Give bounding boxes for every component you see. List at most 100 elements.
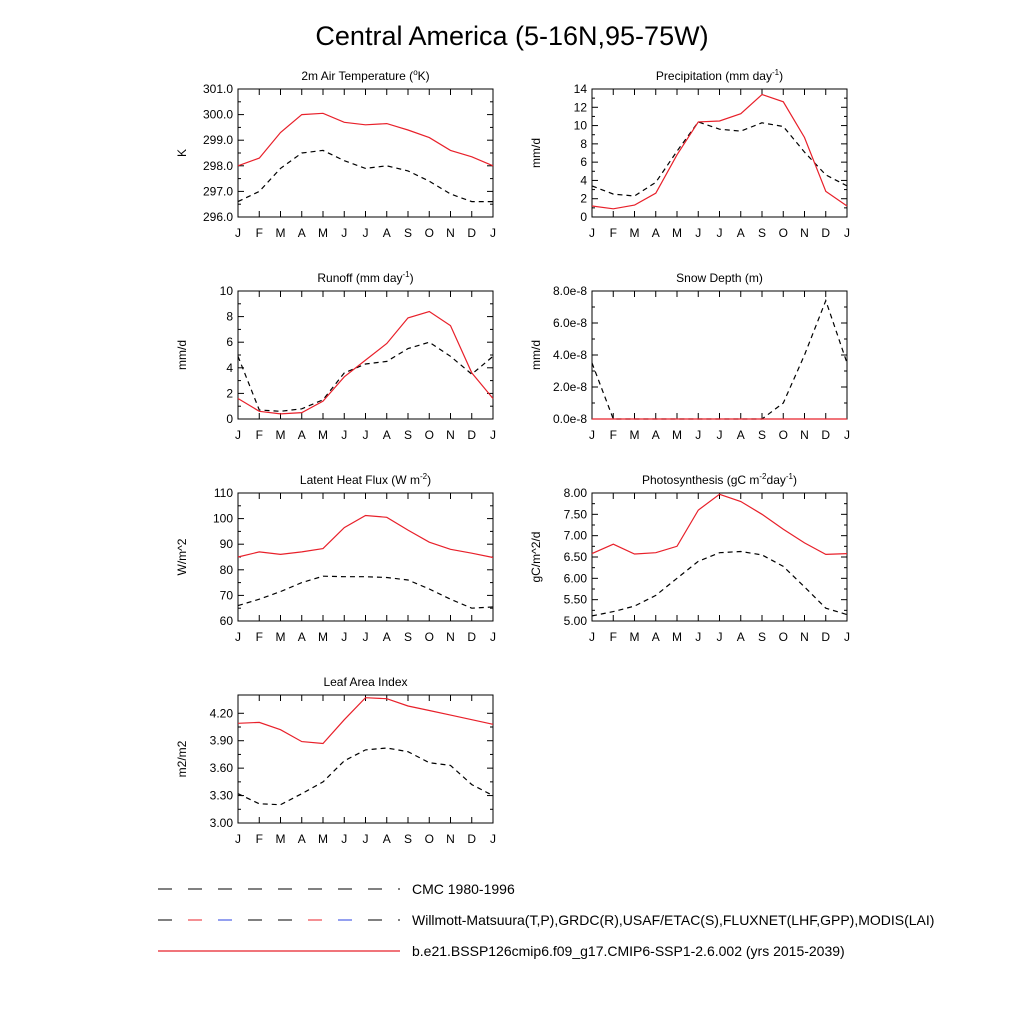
plot-frame: [591, 492, 848, 622]
y-axis-label: W/m^2: [175, 538, 189, 575]
x-tick-label: A: [298, 630, 306, 644]
y-tick-label: 4.0e-8: [553, 348, 587, 362]
x-tick-label: J: [235, 630, 241, 644]
series-line-obs: [237, 575, 494, 609]
y-tick-label: 8: [580, 137, 587, 151]
legend-item: b.e21.BSSP126cmip6.f09_g17.CMIP6-SSP1-2.…: [158, 943, 845, 959]
series-line-model: [591, 493, 848, 556]
y-tick-label: 12: [574, 100, 588, 114]
y-axis-label: m2/m2: [175, 740, 189, 777]
panel-title: Photosynthesis (gC m-2day-1): [642, 472, 797, 487]
x-tick-label: M: [630, 428, 640, 442]
x-tick-label: M: [672, 428, 682, 442]
panel-photosynthesis: J F M A M J J A S O N D J5.005.506.006.507.007.508.0…: [529, 472, 850, 644]
x-tick-label: J: [695, 630, 701, 644]
y-tick-label: 299.0: [203, 133, 233, 147]
y-tick-label: 4.20: [210, 706, 234, 720]
x-tick-label: J: [235, 226, 241, 240]
x-tick-label: J: [490, 226, 496, 240]
plot-frame: [237, 492, 494, 622]
y-tick-label: 7.00: [564, 529, 588, 543]
y-tick-label: 0.0e-8: [553, 412, 587, 426]
x-tick-label: F: [256, 630, 263, 644]
x-tick-label: A: [652, 630, 660, 644]
panel-title: Runoff (mm day-1): [317, 270, 413, 285]
x-tick-label: J: [717, 226, 723, 240]
x-tick-label: S: [758, 226, 766, 240]
x-tick-label: A: [298, 226, 306, 240]
plot-frame: [591, 290, 848, 420]
x-tick-label: J: [341, 226, 347, 240]
x-tick-label: J: [844, 226, 850, 240]
x-tick-label: S: [404, 428, 412, 442]
legend-label: CMC 1980-1996: [412, 881, 515, 897]
x-tick-label: O: [779, 630, 788, 644]
x-tick-label: F: [610, 428, 617, 442]
x-tick-label: A: [383, 630, 391, 644]
x-tick-label: J: [490, 630, 496, 644]
plot-frame: [591, 88, 848, 218]
x-tick-label: J: [589, 630, 595, 644]
x-tick-label: M: [672, 630, 682, 644]
x-tick-label: J: [844, 630, 850, 644]
y-tick-label: 296.0: [203, 210, 233, 224]
y-tick-label: 300.0: [203, 108, 233, 122]
x-tick-label: A: [298, 428, 306, 442]
x-tick-label: F: [610, 630, 617, 644]
plot-frame: [237, 694, 494, 824]
x-tick-label: S: [758, 630, 766, 644]
x-tick-label: N: [800, 226, 809, 240]
x-tick-label: J: [695, 226, 701, 240]
y-tick-label: 14: [574, 82, 588, 96]
x-tick-label: M: [630, 226, 640, 240]
y-tick-label: 2: [226, 386, 233, 400]
x-tick-label: J: [363, 428, 369, 442]
x-tick-label: J: [717, 630, 723, 644]
x-tick-label: O: [425, 832, 434, 846]
x-tick-label: N: [800, 630, 809, 644]
x-tick-label: S: [404, 832, 412, 846]
x-tick-label: A: [383, 428, 391, 442]
x-tick-label: M: [630, 630, 640, 644]
y-axis-label: K: [175, 149, 189, 157]
x-tick-label: S: [758, 428, 766, 442]
panel-snow-depth: J F M A M J J A S O N D J0.0e-82.0e-84.0e-86.0e-88.0…: [529, 271, 850, 442]
panel-title: Leaf Area Index: [323, 675, 407, 689]
y-tick-label: 100: [213, 512, 233, 526]
y-tick-label: 5.00: [564, 614, 588, 628]
y-axis-label: mm/d: [529, 340, 543, 370]
panel-title: 2m Air Temperature (oK): [301, 68, 429, 83]
x-tick-label: J: [363, 832, 369, 846]
x-tick-label: J: [589, 226, 595, 240]
y-tick-label: 3.90: [210, 734, 234, 748]
x-tick-label: D: [467, 630, 476, 644]
x-tick-label: J: [490, 428, 496, 442]
series-line-model: [237, 112, 494, 167]
x-tick-label: D: [821, 226, 830, 240]
y-tick-label: 3.60: [210, 761, 234, 775]
x-tick-label: J: [363, 226, 369, 240]
y-tick-label: 10: [574, 119, 588, 133]
x-tick-label: O: [425, 630, 434, 644]
y-tick-label: 6.0e-8: [553, 316, 587, 330]
x-tick-label: D: [821, 428, 830, 442]
x-tick-label: J: [341, 428, 347, 442]
series-line-obs: [237, 341, 494, 412]
x-tick-label: J: [589, 428, 595, 442]
x-tick-label: O: [425, 226, 434, 240]
x-tick-label: D: [467, 428, 476, 442]
x-tick-label: M: [318, 630, 328, 644]
x-tick-label: M: [318, 428, 328, 442]
x-tick-label: N: [446, 630, 455, 644]
x-tick-label: J: [363, 630, 369, 644]
y-tick-label: 297.0: [203, 184, 233, 198]
panel-title: Snow Depth (m): [676, 271, 763, 285]
legend: CMC 1980-1996 Willmott-Matsuura(T,P),GRDC…: [158, 881, 934, 959]
y-tick-label: 0: [580, 210, 587, 224]
y-tick-label: 0: [226, 412, 233, 426]
series-line-model: [237, 310, 494, 415]
